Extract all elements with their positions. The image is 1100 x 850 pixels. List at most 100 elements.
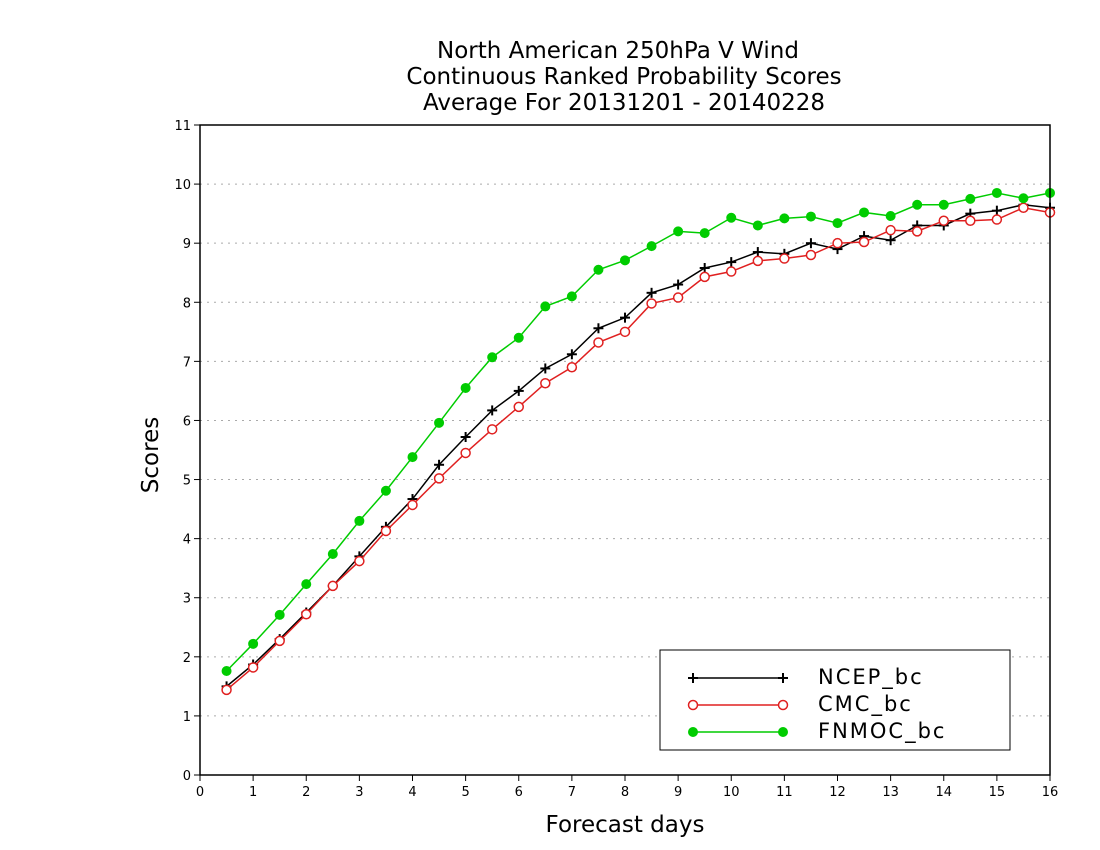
- data-point-fnmoc-bc: [885, 211, 896, 221]
- data-point-cmc-bc: [832, 237, 843, 249]
- x-tick-label: 10: [723, 785, 740, 800]
- data-point-ncep-bc: [540, 363, 551, 374]
- data-point-ncep-bc: [805, 238, 816, 249]
- data-point-cmc-bc: [646, 298, 657, 309]
- data-point-cmc-bc: [885, 224, 896, 236]
- legend-marker-ncep-bc: [778, 673, 788, 683]
- data-point-cmc-bc: [752, 255, 764, 267]
- data-point-fnmoc-bc: [248, 638, 259, 649]
- legend-marker-cmc-bc: [687, 699, 699, 711]
- data-point-cmc-bc: [221, 684, 232, 696]
- data-point-fnmoc-bc: [221, 666, 232, 676]
- x-tick-label: 1: [249, 785, 257, 800]
- data-point-fnmoc-bc: [354, 515, 365, 526]
- x-tick-label: 13: [882, 785, 899, 800]
- data-point-cmc-bc: [991, 214, 1003, 225]
- x-tick-label: 8: [621, 785, 629, 800]
- x-axis-label: Forecast days: [546, 812, 705, 838]
- x-tick-label: 6: [515, 785, 523, 800]
- data-point-fnmoc-bc: [991, 187, 1002, 198]
- data-point-ncep-bc: [460, 432, 471, 442]
- data-point-cmc-bc: [593, 337, 604, 348]
- data-point-ncep-bc: [673, 279, 684, 290]
- data-point-fnmoc-bc: [327, 549, 338, 559]
- data-point-ncep-bc: [726, 257, 737, 268]
- data-point-fnmoc-bc: [805, 211, 816, 222]
- data-point-ncep-bc: [885, 235, 896, 246]
- data-point-cmc-bc: [354, 555, 365, 567]
- legend-label-fnmoc: FNMOC_bc: [818, 719, 946, 744]
- data-point-fnmoc-bc: [540, 301, 551, 312]
- data-point-cmc-bc: [805, 249, 817, 261]
- y-tick-label: 4: [183, 533, 191, 548]
- data-point-cmc-bc: [858, 236, 870, 248]
- data-point-fnmoc-bc: [274, 609, 285, 620]
- y-tick-label: 11: [174, 119, 191, 134]
- series-line-ncep-bc: [226, 204, 1051, 687]
- data-point-ncep-bc: [566, 349, 577, 360]
- data-point-cmc-bc: [672, 292, 684, 303]
- data-point-fnmoc-bc: [566, 291, 577, 302]
- chart-title-line-2: Continuous Ranked Probability Scores: [406, 64, 841, 90]
- y-tick-label: 6: [183, 414, 191, 429]
- x-tick-label: 0: [196, 785, 204, 800]
- legend-marker-cmc-bc: [777, 699, 789, 711]
- data-point-fnmoc-bc: [620, 255, 630, 266]
- data-point-fnmoc-bc: [407, 452, 418, 463]
- y-tick-label: 2: [183, 651, 191, 666]
- chart-title-line-3: Average For 20131201 - 20140228: [423, 90, 825, 116]
- y-tick-label: 1: [183, 710, 191, 725]
- data-point-fnmoc-bc: [646, 241, 657, 252]
- data-point-cmc-bc: [726, 266, 737, 277]
- data-point-fnmoc-bc: [513, 332, 524, 343]
- data-point-cmc-bc: [407, 499, 418, 511]
- data-point-cmc-bc: [699, 271, 710, 283]
- data-point-ncep-bc: [593, 323, 604, 334]
- data-point-fnmoc-bc: [593, 264, 604, 275]
- x-tick-label: 5: [461, 785, 469, 800]
- y-tick-label: 7: [183, 355, 191, 370]
- data-point-fnmoc-bc: [301, 579, 312, 590]
- y-tick-label: 5: [183, 474, 191, 489]
- legend-box: [659, 649, 1011, 751]
- data-point-cmc-bc: [779, 253, 790, 264]
- data-point-fnmoc-bc: [460, 382, 471, 393]
- data-point-fnmoc-bc: [380, 485, 391, 496]
- data-point-fnmoc-bc: [726, 212, 737, 223]
- data-point-cmc-bc: [460, 447, 471, 459]
- data-point-cmc-bc: [540, 377, 551, 389]
- x-tick-label: 2: [302, 785, 310, 800]
- x-tick-label: 3: [355, 785, 363, 800]
- data-point-cmc-bc: [327, 580, 339, 592]
- x-tick-label: 14: [935, 785, 952, 800]
- y-tick-label: 8: [183, 296, 191, 311]
- data-point-cmc-bc: [433, 473, 445, 484]
- data-point-fnmoc-bc: [965, 193, 976, 204]
- legend: NCEP_bc CMC_bc FNMOC_bc: [659, 649, 1011, 751]
- data-point-ncep-bc: [991, 205, 1002, 216]
- data-point-ncep-bc: [699, 263, 710, 273]
- data-point-fnmoc-bc: [832, 218, 843, 229]
- data-point-cmc-bc: [274, 635, 285, 647]
- data-point-cmc-bc: [619, 326, 631, 338]
- data-point-fnmoc-bc: [938, 199, 949, 210]
- data-point-ncep-bc: [487, 405, 498, 416]
- y-tick-label: 9: [183, 237, 191, 252]
- data-point-cmc-bc: [380, 525, 392, 537]
- data-point-fnmoc-bc: [673, 226, 684, 237]
- data-point-fnmoc-bc: [912, 199, 923, 210]
- x-tick-label: 11: [776, 785, 793, 800]
- legend-label-ncep: NCEP_bc: [818, 665, 924, 690]
- series-fnmoc-bc: [221, 187, 1055, 676]
- x-tick-label: 9: [674, 785, 682, 800]
- data-point-ncep-bc: [620, 312, 630, 323]
- y-tick-label: 0: [183, 769, 191, 784]
- data-point-cmc-bc: [1018, 202, 1029, 213]
- legend-label-cmc: CMC_bc: [818, 692, 913, 717]
- x-tick-label: 15: [989, 785, 1006, 800]
- data-point-fnmoc-bc: [779, 213, 790, 224]
- x-tick-label: 4: [408, 785, 416, 800]
- data-point-fnmoc-bc: [699, 228, 710, 239]
- plot-frame: [199, 124, 1051, 776]
- data-point-fnmoc-bc: [487, 352, 498, 363]
